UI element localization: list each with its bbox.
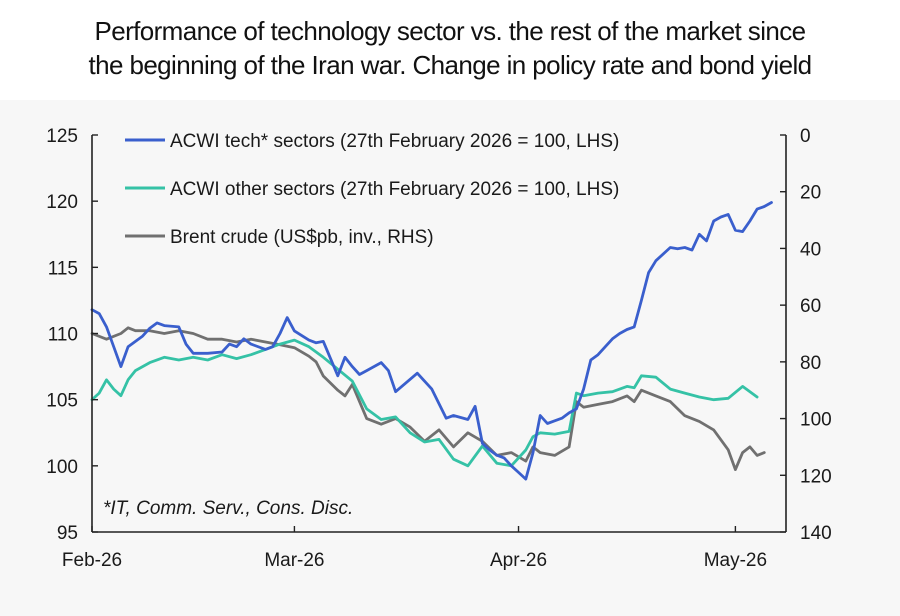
chart-note: *IT, Comm. Serv., Cons. Disc.	[103, 498, 353, 519]
left-axis-tick-label: 110	[48, 325, 78, 346]
left-axis-tick-label: 100	[46, 457, 78, 478]
legend-label-2: Brent crude (US$pb, inv., RHS)	[170, 227, 434, 248]
chart-area: 95 100 105 110 115 120 125 0 20 40 60 80 100 120 140 Fe…	[0, 100, 900, 616]
axes-layer: 95 100 105 110 115 120 125 0 20 40 60 80 100 120 140 Fe…	[46, 126, 831, 571]
chart-title-line-1: Performance of technology sector vs. the…	[94, 16, 806, 46]
right-axis-tick-label: 0	[800, 126, 811, 147]
series-line-1	[90, 338, 759, 468]
left-axis-tick-label: 115	[48, 258, 78, 279]
series-layer	[90, 201, 773, 481]
right-axis-tick-label: 20	[800, 183, 821, 204]
chart-header: Performance of technology sector vs. the…	[0, 0, 900, 100]
x-axis-tick-label: Mar-26	[264, 550, 324, 571]
right-axis-tick-label: 80	[800, 353, 821, 374]
series-line-0	[90, 201, 773, 481]
chart-title-line-2: the beginning of the Iran war. Change in…	[88, 50, 813, 80]
right-axis-tick-label: 60	[800, 296, 821, 317]
series-line-2	[90, 326, 766, 472]
right-axis-tick-label: 100	[800, 410, 832, 431]
left-axis-tick-label: 95	[57, 523, 78, 544]
left-axis-tick-label: 120	[46, 192, 78, 213]
x-axis-tick-label: Feb-26	[62, 550, 122, 571]
x-axis-tick-label: May-26	[704, 550, 767, 571]
legend-layer: ACWI tech* sectors (27th February 2026 =…	[125, 131, 619, 248]
legend-label-0: ACWI tech* sectors (27th February 2026 =…	[170, 131, 619, 152]
x-axis-tick-label: Apr-26	[490, 550, 547, 571]
right-axis-tick-label: 120	[800, 466, 832, 487]
left-axis-tick-label: 105	[46, 391, 78, 412]
line-chart: 95 100 105 110 115 120 125 0 20 40 60 80 100 120 140 Fe…	[46, 126, 831, 571]
legend-label-1: ACWI other sectors (27th February 2026 =…	[170, 179, 619, 200]
left-axis-tick-label: 125	[46, 126, 78, 147]
right-axis-tick-label: 140	[800, 523, 832, 544]
right-axis-tick-label: 40	[800, 239, 821, 260]
